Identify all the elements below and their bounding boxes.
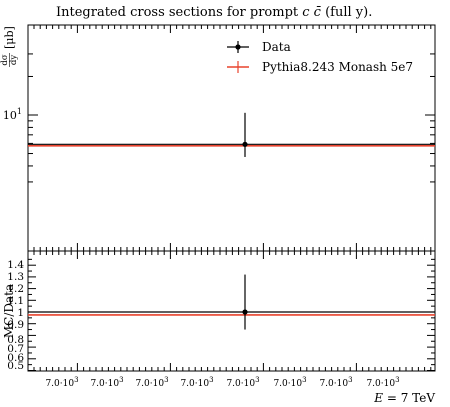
ratio-tick-label-1.3: 1.3 bbox=[7, 271, 24, 283]
y-label-denominator: dy bbox=[9, 55, 19, 65]
y-label-numerator: dσ bbox=[0, 54, 10, 65]
y-tick-label-10: 101 bbox=[3, 107, 22, 122]
x-tick-label: 7.0·103 bbox=[180, 376, 213, 389]
x-axis-label: E = 7 TeV bbox=[373, 391, 435, 405]
ratio-tick-label-0.9: 0.9 bbox=[7, 319, 24, 331]
ratio-y-axis-label: MC/Data bbox=[2, 284, 16, 338]
legend-entry-mc: Pythia8.243 Monash 5e7 bbox=[227, 60, 413, 74]
main-panel-ticks bbox=[28, 25, 435, 251]
chart-title: Integrated cross sections for prompt c c… bbox=[56, 5, 372, 20]
ratio-tick-label-1.1: 1.1 bbox=[7, 295, 24, 307]
ratio-panel-ticks bbox=[28, 251, 435, 371]
x-tick-label: 7.0·103 bbox=[135, 376, 168, 389]
ratio-tick-label-0.6: 0.6 bbox=[7, 352, 24, 364]
legend-label-mc: Pythia8.243 Monash 5e7 bbox=[262, 60, 413, 74]
legend-label-data: Data bbox=[262, 40, 291, 54]
data-point bbox=[242, 141, 248, 147]
ratio-y-tick-labels: 0.5 0.6 0.7 0.8 0.9 1 1.1 1.2 1.3 1.4 bbox=[7, 259, 24, 372]
x-tick-label: 7.0·103 bbox=[45, 376, 78, 389]
legend: Data Pythia8.243 Monash 5e7 bbox=[227, 40, 413, 74]
ratio-tick-label-1: 1 bbox=[17, 307, 24, 319]
ratio-tick-label-1.4: 1.4 bbox=[7, 259, 24, 271]
legend-entry-data: Data bbox=[227, 40, 291, 54]
x-tick-label: 7.0·103 bbox=[226, 376, 259, 389]
title-math: c c̄ bbox=[302, 5, 321, 20]
x-tick-label: 7.0·103 bbox=[273, 376, 306, 389]
ratio-tick-label-0.5: 0.5 bbox=[7, 360, 24, 372]
x-tick-label: 7.0·103 bbox=[319, 376, 352, 389]
y-label-unit: [μb] bbox=[3, 26, 16, 49]
ratio-tick-label-1.2: 1.2 bbox=[7, 283, 24, 295]
x-tick-label: 7.0·103 bbox=[90, 376, 123, 389]
x-tick-label: 7.0·103 bbox=[366, 376, 399, 389]
main-plot-frame bbox=[27, 24, 436, 252]
ratio-data-point bbox=[242, 309, 248, 315]
x-tick-labels: 7.0·103 7.0·103 7.0·103 7.0·103 7.0·103 … bbox=[45, 376, 399, 389]
y-axis-label: dσ dy [μb] bbox=[0, 26, 19, 67]
ratio-tick-label-0.8: 0.8 bbox=[7, 334, 24, 346]
ratio-plot-frame bbox=[27, 250, 436, 372]
ratio-tick-label-0.7: 0.7 bbox=[7, 343, 24, 355]
